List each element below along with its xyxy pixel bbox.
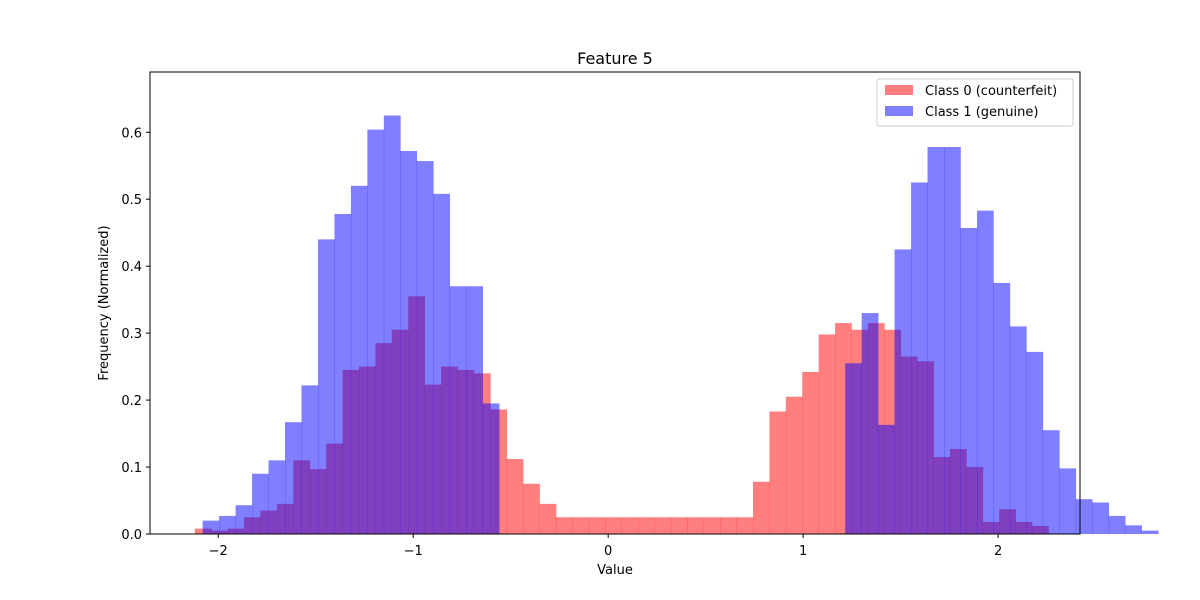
histogram-bar — [416, 161, 434, 535]
histogram-bar — [911, 182, 928, 535]
histogram-bar — [1125, 525, 1142, 534]
histogram-bar — [572, 517, 590, 534]
histogram-bar — [861, 313, 879, 534]
histogram-bar — [976, 210, 994, 534]
histogram-bar — [621, 517, 639, 534]
histogram-bar — [802, 371, 819, 534]
histogram-bar — [539, 503, 557, 534]
histogram-bar — [252, 473, 269, 534]
histogram-bar — [960, 228, 978, 534]
histogram-bar — [556, 517, 573, 534]
histogram-bar — [753, 481, 770, 534]
legend-swatch-counterfeit — [885, 85, 913, 95]
histogram-bar — [433, 193, 451, 535]
histogram-bar — [466, 286, 484, 534]
histogram-bar — [736, 517, 754, 534]
histogram-bar — [670, 517, 688, 534]
legend: Class 0 (counterfeit) Class 1 (genuine) — [876, 78, 1074, 127]
histogram-bar — [894, 249, 912, 534]
histogram-bar — [400, 151, 418, 534]
histogram-bar — [818, 334, 836, 534]
histogram-bar — [588, 517, 606, 534]
histogram-bar — [449, 286, 467, 534]
histogram-bar — [301, 385, 319, 534]
x-axis-title: Value — [597, 563, 633, 578]
legend-label-counterfeit: Class 0 (counterfeit) — [925, 84, 1057, 99]
y-tick-label: 0.3 — [121, 327, 142, 342]
histogram-bar — [638, 517, 655, 534]
histogram-bar — [523, 483, 540, 534]
chart-title: Feature 5 — [577, 49, 653, 68]
x-tick-label: 0 — [604, 544, 612, 559]
y-tick-label: 0.2 — [121, 394, 142, 409]
histogram-bar — [1009, 326, 1027, 534]
y-tick-label: 0.0 — [121, 528, 142, 543]
axes-frame — [149, 71, 1081, 535]
x-tick-label: −1 — [404, 544, 423, 559]
histogram-bar — [1059, 468, 1077, 534]
histogram-bar — [285, 422, 302, 534]
x-axis: −2 −1 0 1 2 — [209, 534, 1002, 559]
y-tick-label: 0.4 — [121, 260, 142, 275]
histogram-bar — [845, 363, 862, 534]
series-1 — [202, 115, 1159, 535]
histogram-bar — [703, 517, 721, 534]
histogram-bar — [769, 411, 787, 534]
histogram-bar — [993, 282, 1011, 534]
histogram-bar — [482, 403, 500, 534]
histogram-bar — [350, 185, 368, 534]
x-tick-label: 2 — [994, 544, 1002, 559]
histogram-bar — [268, 460, 286, 534]
legend-label-genuine: Class 1 (genuine) — [925, 105, 1038, 120]
histogram-bar — [654, 517, 672, 534]
y-tick-label: 0.6 — [121, 126, 142, 141]
histogram-bar — [687, 517, 705, 534]
x-tick-label: 1 — [799, 544, 807, 559]
histogram-bar — [235, 505, 253, 534]
y-tick-label: 0.1 — [121, 461, 142, 476]
histogram-bar — [878, 424, 895, 534]
y-axis: 0.0 0.1 0.2 0.3 0.4 0.5 0.6 — [121, 126, 150, 543]
histogram-bar — [506, 459, 524, 534]
histogram-bar — [317, 239, 335, 534]
histogram-bar — [219, 515, 236, 534]
legend-frame — [876, 78, 1074, 127]
histogram-bar — [605, 517, 622, 534]
legend-swatch-genuine — [885, 106, 913, 116]
y-axis-title: Frequency (Normalized) — [97, 225, 112, 380]
histogram-bar — [202, 520, 220, 534]
histogram-bar — [1026, 351, 1044, 534]
histogram-bar — [1075, 499, 1093, 534]
histogram-bar — [1141, 530, 1159, 534]
histogram-bar — [944, 146, 961, 535]
histogram-bar — [1108, 515, 1126, 534]
plot-area — [194, 115, 1159, 535]
y-tick-label: 0.5 — [121, 193, 142, 208]
histogram-bar — [334, 213, 352, 534]
histogram-bar — [367, 129, 385, 534]
histogram-bar — [383, 115, 401, 535]
histogram-bar — [785, 396, 803, 534]
x-tick-label: −2 — [209, 544, 228, 559]
histogram-bar — [1092, 502, 1110, 534]
histogram-bar — [1042, 430, 1060, 534]
histogram-bar — [720, 517, 737, 534]
histogram-bar — [927, 146, 945, 535]
